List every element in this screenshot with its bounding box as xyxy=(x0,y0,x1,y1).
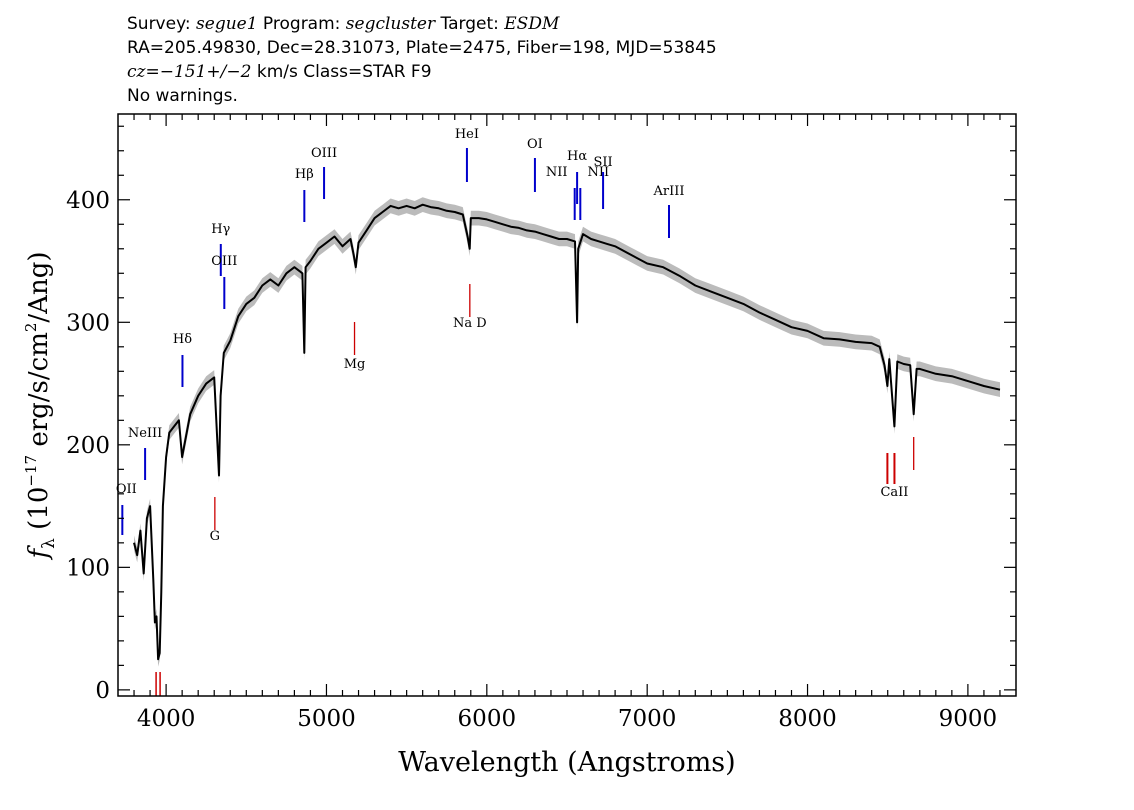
target-label: Target: xyxy=(435,14,505,34)
line-label-hbeta: Hβ xyxy=(295,167,314,182)
program-label: Program: xyxy=(257,14,346,34)
line-label-ariii: ArIII xyxy=(652,184,684,199)
plot-frame xyxy=(117,113,1017,697)
line-label-g-band: G xyxy=(210,529,220,544)
y-tick-label: 0 xyxy=(95,678,110,704)
cz-equals: = xyxy=(145,62,160,82)
x-tick-label: 9000 xyxy=(939,706,998,732)
survey-value: segue1 xyxy=(196,14,258,34)
line-label-halpha: Hα xyxy=(567,149,587,164)
line-label-hdelta: Hδ xyxy=(173,332,192,347)
line-label-nad: Na D xyxy=(453,316,487,331)
x-tick-label: 4000 xyxy=(137,706,196,732)
header-line-2: RA=205.49830, Dec=28.31073, Plate=2475, … xyxy=(127,38,717,58)
x-tick-label: 7000 xyxy=(618,706,677,732)
cz-value: −151+/−2 xyxy=(159,62,252,82)
header-line-1: Survey: segue1 Program: segcluster Targe… xyxy=(127,12,559,36)
class-text: km/s Class=STAR F9 xyxy=(251,62,432,82)
spectrum-line xyxy=(133,203,1001,661)
survey-label: Survey: xyxy=(127,14,197,34)
header-line-3: cz=−151+/−2 km/s Class=STAR F9 xyxy=(127,60,432,84)
x-tick-label: 8000 xyxy=(778,706,837,732)
y-tick-label: 400 xyxy=(66,188,110,214)
x-tick-label: 5000 xyxy=(297,706,356,732)
x-tick-label: 6000 xyxy=(458,706,517,732)
line-label-neiii: NeIII xyxy=(128,426,162,441)
line-label-oi: OI xyxy=(527,137,543,152)
line-label-hgamma: Hγ xyxy=(211,222,230,237)
y-tick-label: 100 xyxy=(66,555,110,581)
line-label-oiii-4363: OIII xyxy=(211,254,237,269)
header-line-4: No warnings. xyxy=(127,86,238,106)
chart-axes: 4000 5000 6000 7000 8000 9000 0 100 200 300 400 xyxy=(66,114,1016,732)
cz-label: cz xyxy=(127,62,146,82)
line-label-nii-6548: NII xyxy=(546,165,568,180)
line-label-oiii-5007: OIII xyxy=(311,146,337,161)
error-band xyxy=(134,197,1000,667)
chart-marks: OIINeIIIHδHγOIIIHβOIIIHeIOINIIHαNIISIIAr… xyxy=(116,127,1001,696)
line-label-hei: HeI xyxy=(455,127,479,142)
y-tick-label: 200 xyxy=(66,433,110,459)
target-value: ESDM xyxy=(504,14,560,34)
line-label-mg: Mg xyxy=(344,357,366,372)
y-axis-label: fλ (10−17 erg/s/cm2/Ang) xyxy=(22,252,59,561)
line-label-oii: OII xyxy=(116,482,137,497)
program-value: segcluster xyxy=(345,14,436,34)
x-axis-label: Wavelength (Angstroms) xyxy=(398,747,735,778)
line-label-sii: SII xyxy=(593,155,612,170)
y-tick-label: 300 xyxy=(66,310,110,336)
line-label-caii-triplet: CaII xyxy=(880,485,908,500)
